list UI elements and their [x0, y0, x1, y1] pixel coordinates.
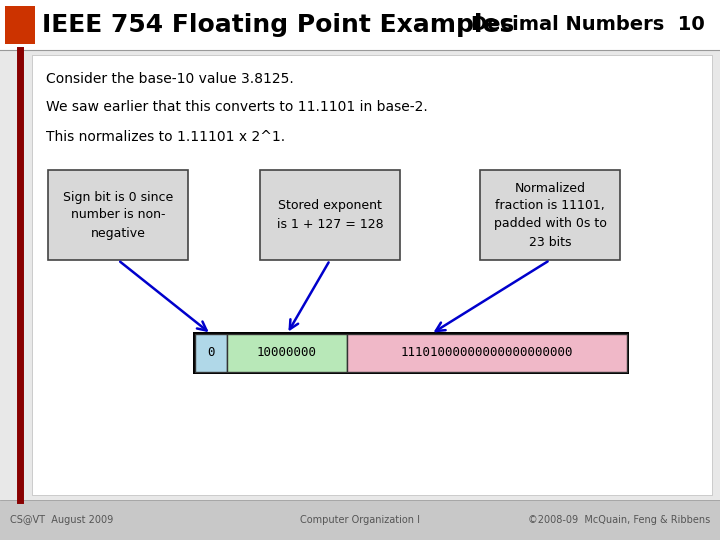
- Text: Normalized
fraction is 11101,
padded with 0s to
23 bits: Normalized fraction is 11101, padded wit…: [494, 181, 606, 248]
- Text: Stored exponent
is 1 + 127 = 128: Stored exponent is 1 + 127 = 128: [276, 199, 383, 231]
- Bar: [0, 0, 720, 50]
- Text: ©2008-09  McQuain, Feng & Ribbens: ©2008-09 McQuain, Feng & Ribbens: [528, 515, 710, 525]
- Bar: [227, 334, 347, 372]
- Bar: [5, 6, 35, 44]
- Bar: [347, 334, 627, 372]
- Text: Sign bit is 0 since
number is non-
negative: Sign bit is 0 since number is non- negat…: [63, 191, 173, 240]
- Bar: [32, 55, 712, 495]
- Text: 11101000000000000000000: 11101000000000000000000: [401, 347, 573, 360]
- Text: IEEE 754 Floating Point Examples: IEEE 754 Floating Point Examples: [42, 13, 514, 37]
- Text: Decimal Numbers  10: Decimal Numbers 10: [472, 16, 705, 35]
- Text: CS@VT  August 2009: CS@VT August 2009: [10, 515, 113, 525]
- Text: 10000000: 10000000: [257, 347, 317, 360]
- Bar: [193, 332, 629, 374]
- Text: Consider the base-10 value 3.8125.: Consider the base-10 value 3.8125.: [46, 72, 294, 86]
- Bar: [195, 334, 227, 372]
- Bar: [0, 50, 720, 500]
- Bar: [260, 170, 400, 260]
- Bar: [480, 170, 620, 260]
- Text: This normalizes to 1.11101 x 2^1.: This normalizes to 1.11101 x 2^1.: [46, 130, 285, 144]
- Text: We saw earlier that this converts to 11.1101 in base-2.: We saw earlier that this converts to 11.…: [46, 100, 428, 114]
- Text: Computer Organization I: Computer Organization I: [300, 515, 420, 525]
- Text: 0: 0: [207, 347, 215, 360]
- Bar: [48, 170, 188, 260]
